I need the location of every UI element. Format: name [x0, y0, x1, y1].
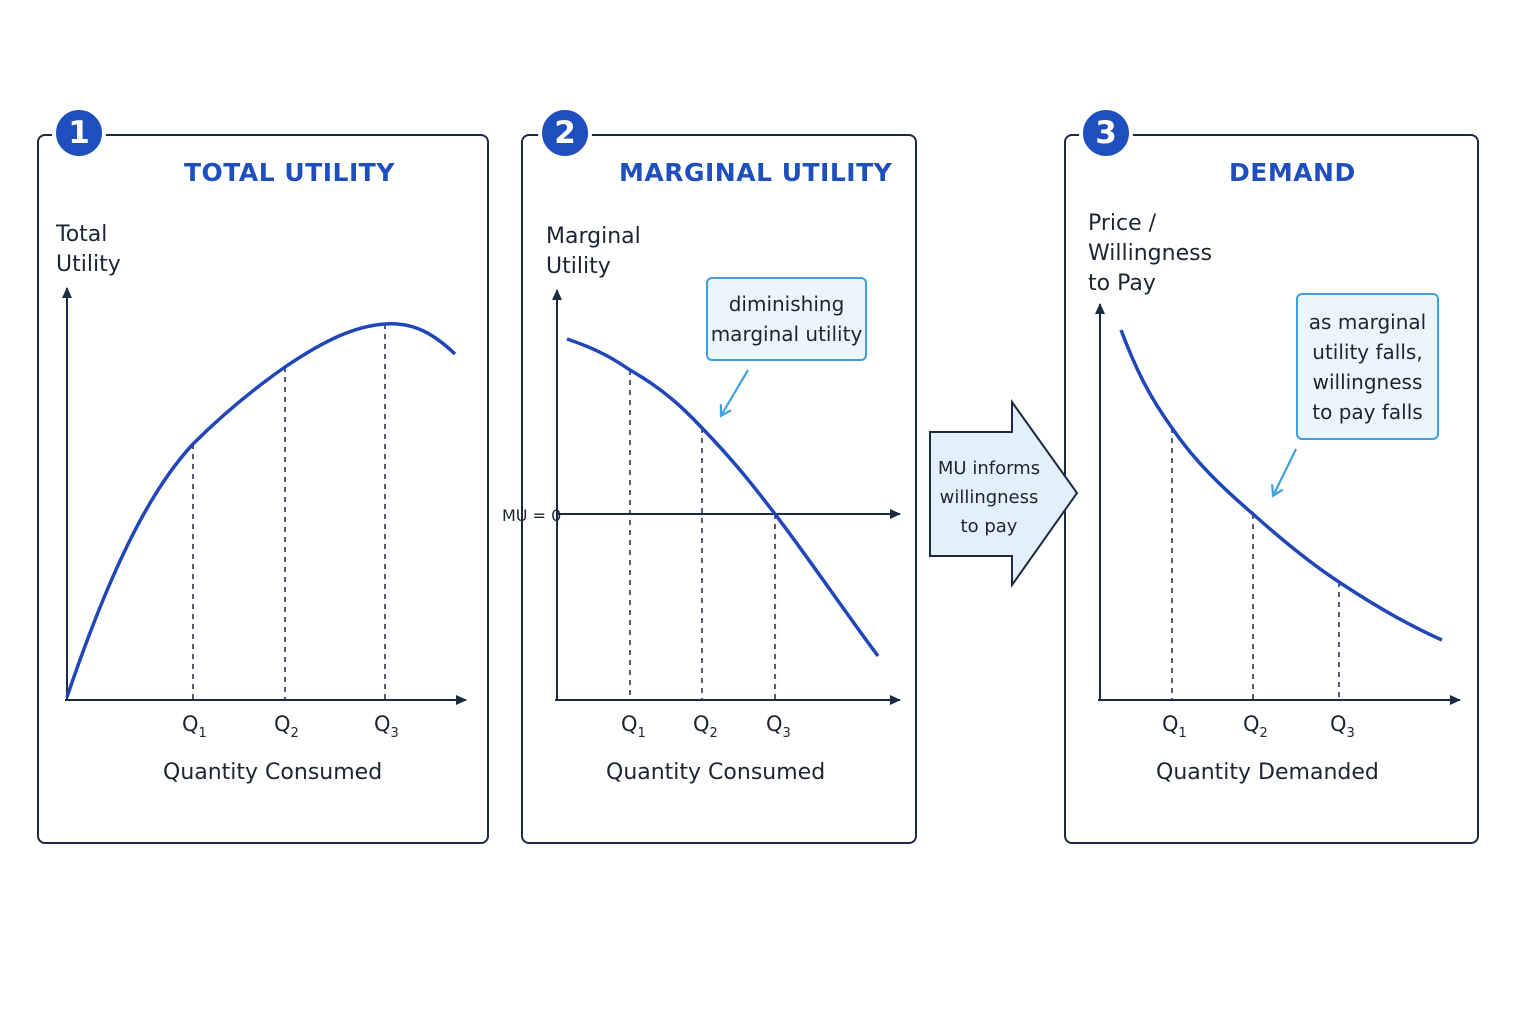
tick-q2: Q2: [693, 712, 718, 741]
connector-text: MU informs willingness to pay: [937, 458, 1041, 537]
tick-q2: Q2: [274, 712, 299, 741]
total-utility-x-label: Quantity Consumed: [163, 760, 383, 785]
total-utility-chart: Q1 Q2 Q3: [62, 287, 467, 741]
mu-zero-label: MU = 0: [502, 506, 561, 525]
marginal-utility-title: MARGINAL UTILITY: [619, 158, 893, 187]
diminishing-mu-callout: diminishing marginal utility: [706, 277, 867, 361]
demand-x-label: Quantity Demanded: [1156, 760, 1379, 785]
demand-curve: [1119, 329, 1443, 642]
demand-chart: Q1 Q2 Q3: [1095, 303, 1461, 741]
connector-arrow: [929, 398, 1079, 589]
tick-q2: Q2: [1243, 712, 1268, 741]
tick-q1: Q1: [1162, 712, 1187, 741]
total-utility-y-label: Total Utility: [56, 222, 121, 277]
marginal-utility-x-label: Quantity Consumed: [606, 760, 826, 785]
demand-y-label: Price / Willingness to Pay: [1088, 211, 1213, 296]
step-1-badge: 1: [52, 106, 106, 160]
tick-q3: Q3: [766, 712, 791, 741]
callout-pointer: [1274, 448, 1297, 494]
tick-q1: Q1: [621, 712, 646, 741]
total-utility-panel: [37, 134, 489, 844]
wtp-falls-callout: as marginal utility falls, willingness t…: [1296, 293, 1439, 440]
marginal-utility-y-label: Marginal Utility: [546, 224, 641, 279]
step-3-badge: 3: [1079, 106, 1133, 160]
marginal-utility-panel: [521, 134, 917, 844]
total-utility-title: TOTAL UTILITY: [184, 158, 395, 187]
tick-q3: Q3: [1330, 712, 1355, 741]
callout-pointer: [722, 369, 749, 414]
tick-q1: Q1: [182, 712, 207, 741]
marginal-utility-curve: [566, 337, 880, 658]
demand-title: DEMAND: [1229, 158, 1356, 187]
total-utility-curve: [65, 322, 457, 698]
tick-q3: Q3: [374, 712, 399, 741]
marginal-utility-chart: MU = 0 Q1 Q2 Q3: [502, 289, 901, 741]
step-2-badge: 2: [538, 106, 592, 160]
